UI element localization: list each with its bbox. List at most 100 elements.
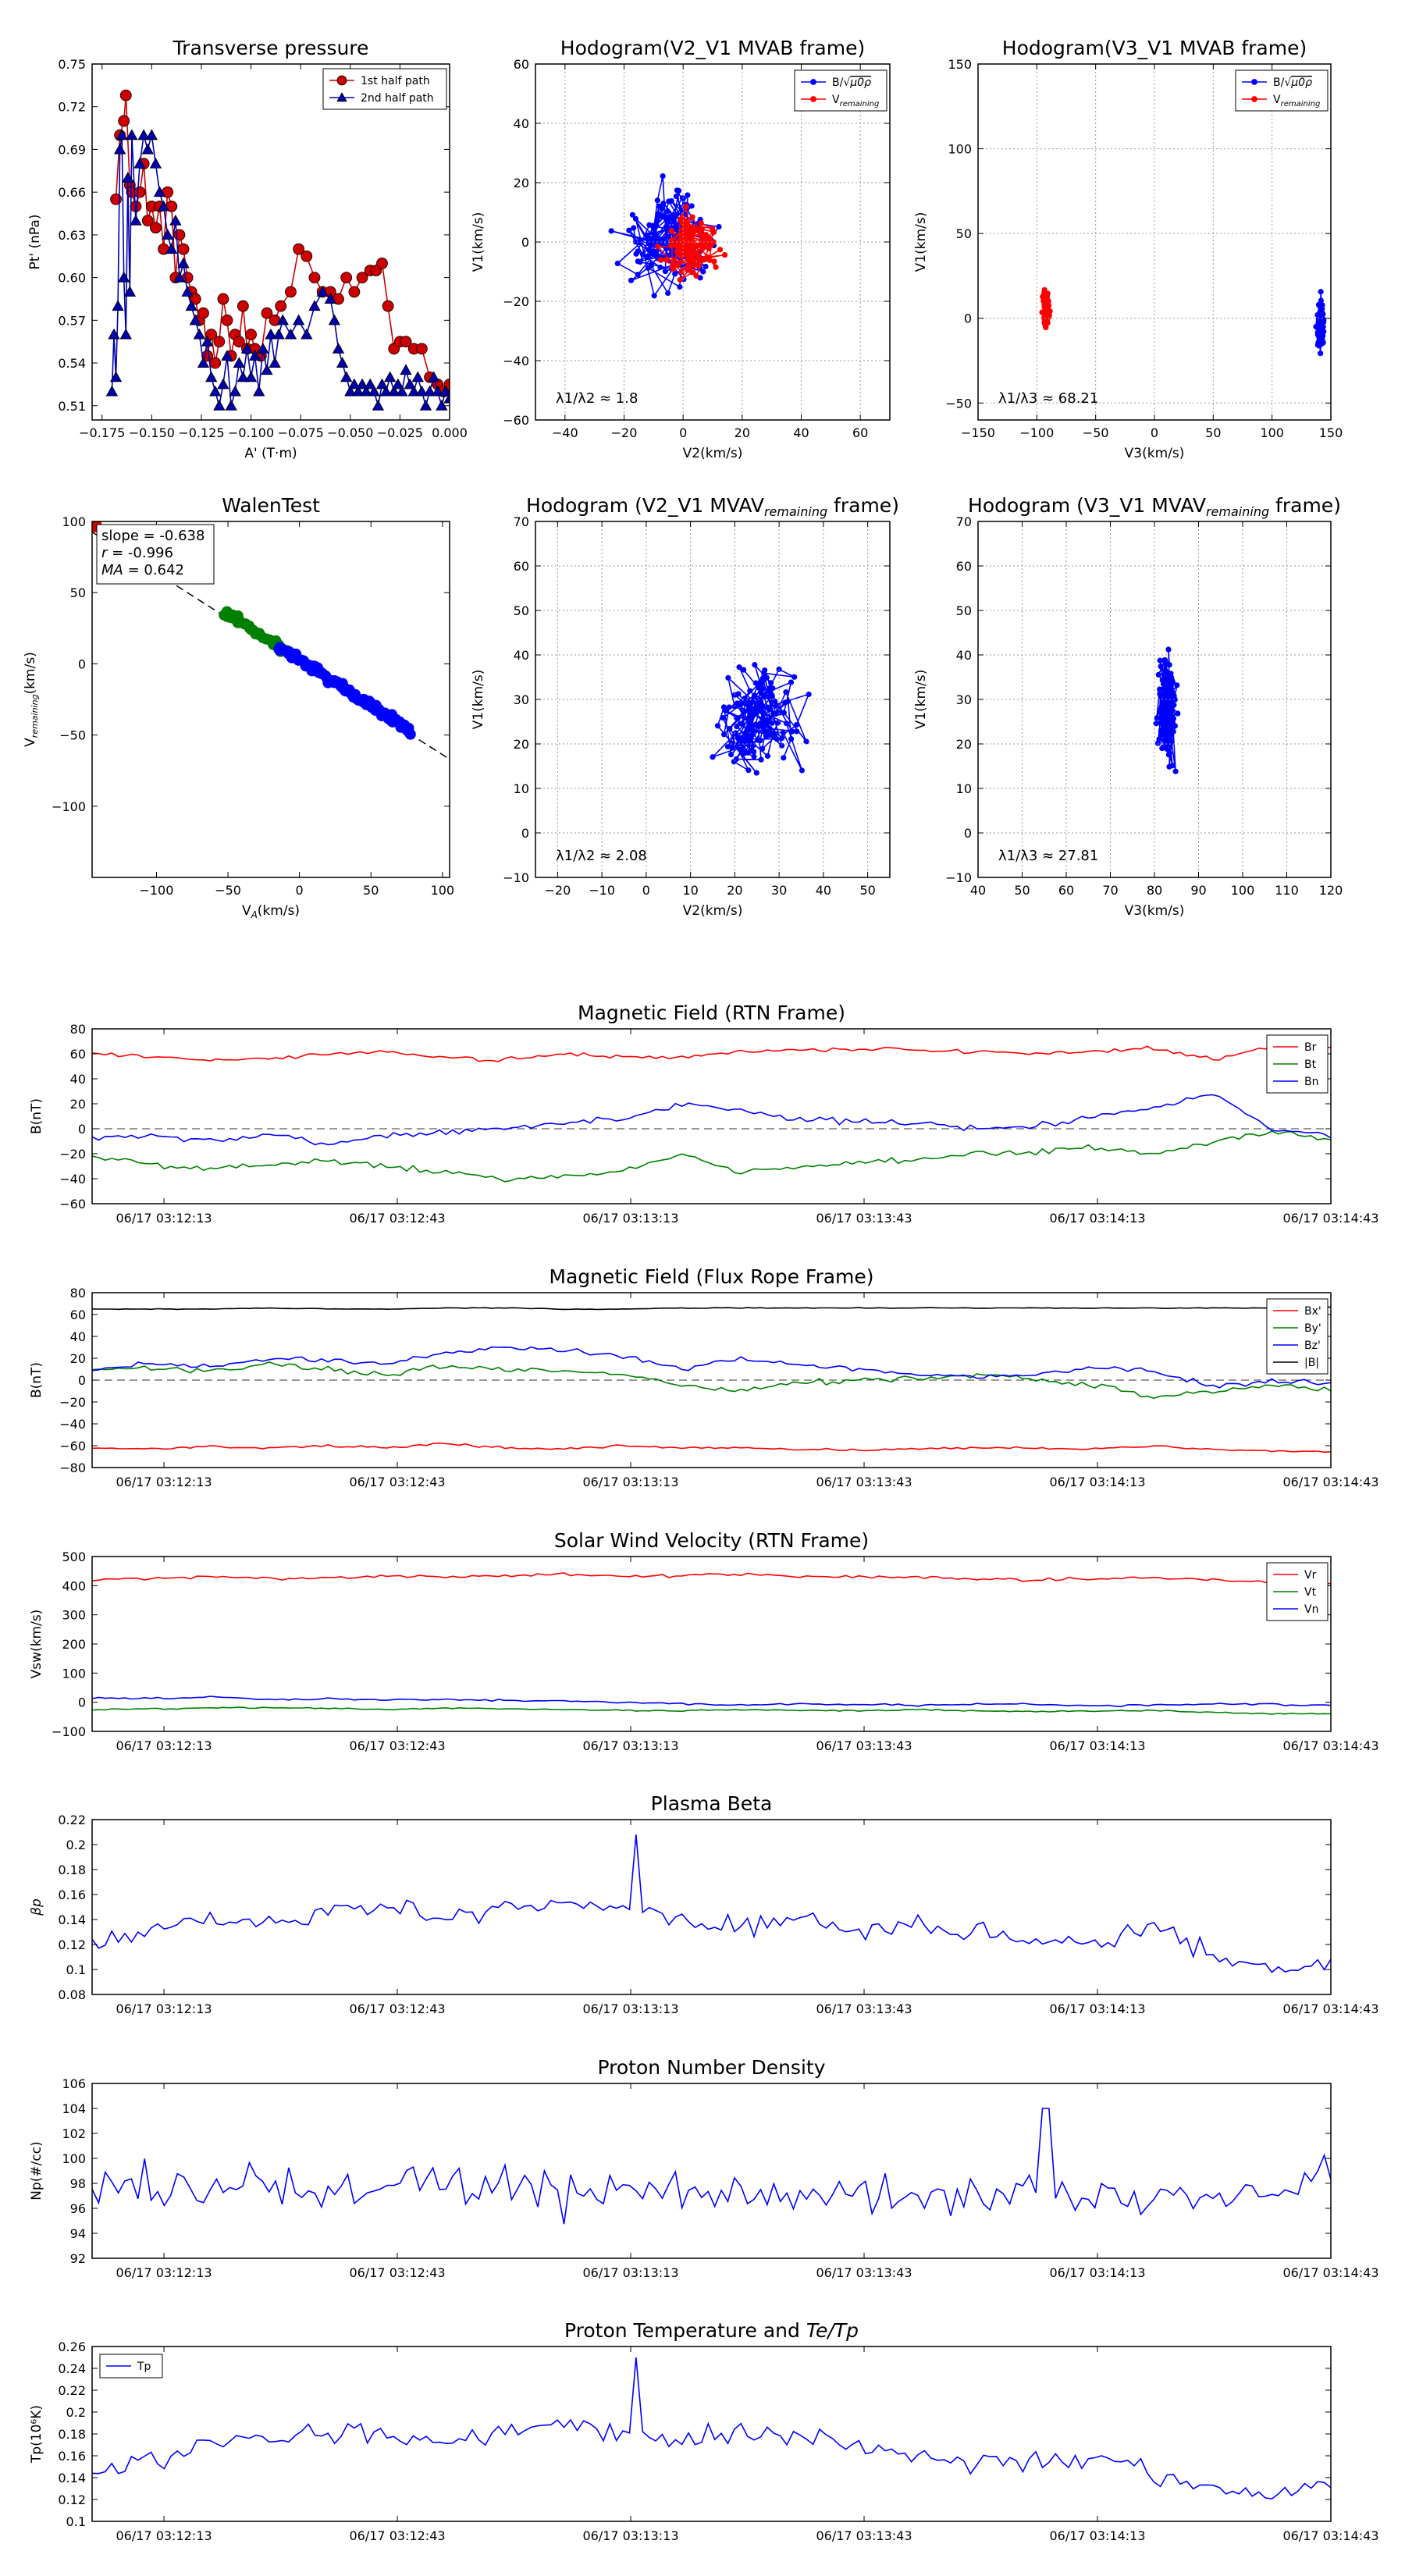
data-point bbox=[810, 79, 816, 85]
data-point bbox=[396, 385, 408, 397]
data-point bbox=[720, 731, 727, 738]
x-tick-label: 06/17 03:14:13 bbox=[1049, 2265, 1145, 2280]
data-point bbox=[745, 742, 752, 748]
data-point bbox=[685, 248, 692, 254]
data-point bbox=[751, 753, 757, 760]
data-point bbox=[240, 342, 254, 354]
panel-b_fr: 06/17 03:12:13 06/17 03:12:43 06/17 03:13:… bbox=[29, 1265, 1379, 1489]
data-point bbox=[328, 314, 341, 326]
data-point bbox=[645, 232, 651, 238]
y-tick-label: −60 bbox=[503, 413, 529, 428]
y-axis-label: Np(#/cc) bbox=[29, 2141, 44, 2200]
y-axis-label: Vsw(km/s) bbox=[29, 1610, 44, 1679]
data-point bbox=[1160, 728, 1166, 735]
y-axis-label: V1(km/s) bbox=[471, 212, 486, 272]
data-point bbox=[745, 767, 752, 774]
x-tick-label: 06/17 03:13:43 bbox=[816, 2528, 912, 2543]
x-tick-label: −100 bbox=[139, 883, 173, 898]
data-point bbox=[685, 262, 692, 269]
data-point bbox=[728, 751, 735, 758]
data-point bbox=[356, 272, 368, 284]
data-point bbox=[340, 371, 353, 382]
x-tick-label: 50 bbox=[859, 883, 875, 898]
data-point bbox=[423, 385, 436, 397]
data-point bbox=[626, 227, 632, 233]
data-point bbox=[789, 728, 795, 735]
data-point bbox=[675, 187, 682, 194]
data-point bbox=[1161, 656, 1168, 664]
data-point bbox=[775, 720, 781, 726]
y-tick-label: 0.16 bbox=[58, 1888, 86, 1902]
y-tick-label: 0.24 bbox=[58, 2361, 86, 2376]
y-axis-label: B(nT) bbox=[29, 1362, 44, 1398]
data-point bbox=[113, 143, 126, 155]
y-tick-label: 0 bbox=[521, 826, 529, 841]
x-tick-label: 06/17 03:13:13 bbox=[582, 1738, 678, 1753]
data-point bbox=[727, 725, 733, 732]
data-point bbox=[639, 251, 646, 258]
x-tick-label: −0.175 bbox=[79, 425, 125, 440]
data-point bbox=[772, 698, 778, 704]
series-line-By' bbox=[92, 1361, 1331, 1400]
axes-frame bbox=[91, 1292, 1332, 1468]
chart-title: Magnetic Field (RTN Frame) bbox=[578, 1002, 845, 1024]
x-tick-label: −0.025 bbox=[377, 425, 423, 440]
data-point bbox=[702, 232, 710, 238]
data-point bbox=[112, 300, 124, 311]
y-tick-label: 20 bbox=[514, 737, 529, 752]
data-point bbox=[637, 258, 643, 265]
data-point bbox=[669, 237, 675, 244]
data-point bbox=[724, 743, 731, 750]
data-point bbox=[123, 286, 137, 297]
data-point bbox=[1318, 350, 1324, 357]
y-tick-label: 70 bbox=[514, 514, 529, 529]
x-tick-label: 06/17 03:14:13 bbox=[1049, 2528, 1145, 2543]
y-tick-label: 80 bbox=[70, 1286, 86, 1300]
data-point bbox=[119, 328, 132, 340]
data-point bbox=[265, 328, 277, 340]
axes-frame bbox=[91, 1556, 1332, 1732]
x-tick-label: 06/17 03:13:13 bbox=[582, 1211, 678, 1226]
data-point bbox=[233, 336, 245, 348]
plot-area bbox=[92, 1044, 1331, 1183]
legend-label: Vn bbox=[1304, 1603, 1318, 1616]
data-point bbox=[1043, 319, 1049, 326]
data-point bbox=[688, 234, 695, 240]
x-tick-label: 20 bbox=[735, 425, 750, 440]
data-point bbox=[614, 260, 621, 267]
series-line-Bx' bbox=[92, 1442, 1331, 1453]
data-point bbox=[674, 240, 681, 247]
eigen-ratio: λ1/λ2 ≈ 1.8 bbox=[556, 390, 638, 407]
plot-area bbox=[1039, 286, 1327, 357]
data-point bbox=[665, 233, 671, 240]
panel-hodo_v2v1_mvab: −40 −20 0 20 40 60−60−40−200204060B/√μ0ρVrema… bbox=[471, 37, 891, 461]
x-tick-label: 60 bbox=[852, 425, 868, 440]
data-point bbox=[736, 664, 742, 671]
data-point bbox=[664, 252, 670, 258]
legend-label: Bt bbox=[1304, 1059, 1317, 1071]
data-point bbox=[780, 730, 787, 736]
y-tick-label: 0 bbox=[78, 1373, 86, 1388]
data-point bbox=[1165, 740, 1171, 746]
data-point bbox=[116, 129, 128, 141]
data-point bbox=[706, 257, 713, 263]
data-point bbox=[713, 264, 719, 270]
y-tick-label: 50 bbox=[956, 603, 972, 618]
y-tick-label: 0.08 bbox=[58, 1987, 86, 2002]
data-point bbox=[1157, 686, 1163, 692]
data-point bbox=[803, 738, 809, 745]
x-tick-label: −20 bbox=[611, 425, 638, 440]
data-point bbox=[731, 692, 738, 698]
data-point bbox=[165, 243, 178, 254]
y-tick-label: −10 bbox=[945, 870, 972, 885]
x-tick-label: 0 bbox=[642, 883, 650, 898]
chart-title: Hodogram (V2_V1 MVAVremaining frame) bbox=[526, 494, 899, 519]
x-tick-label: 06/17 03:12:43 bbox=[350, 2265, 446, 2280]
y-tick-label: 0.2 bbox=[66, 1838, 86, 1852]
data-point bbox=[632, 239, 638, 245]
series-line-|B| bbox=[92, 1306, 1331, 1311]
scatter-point bbox=[260, 633, 272, 645]
data-point bbox=[145, 129, 158, 141]
data-point bbox=[693, 272, 699, 279]
